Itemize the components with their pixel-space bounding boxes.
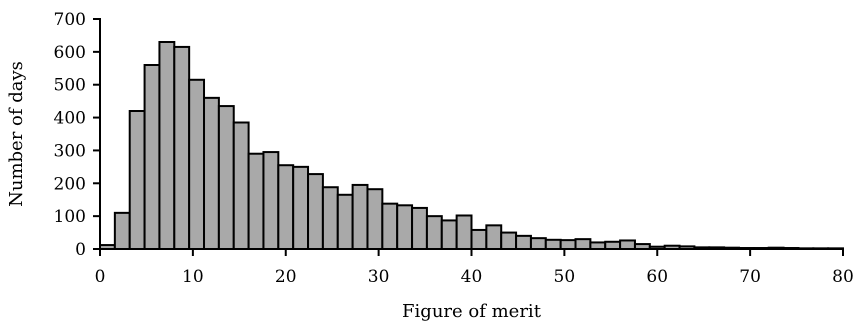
histogram-bar — [336, 193, 354, 251]
histogram-bar — [321, 186, 339, 251]
y-tick-label: 0 — [75, 240, 86, 260]
histogram-bar — [143, 64, 161, 250]
histogram-bar — [173, 45, 191, 250]
histogram-bar — [470, 228, 488, 250]
histogram-bar — [500, 231, 518, 250]
y-tick-label: 500 — [54, 76, 86, 96]
x-tick-label: 30 — [368, 267, 390, 287]
x-tick-label: 0 — [95, 267, 106, 287]
histogram-bar — [232, 121, 250, 250]
y-ticks-group: 0 100 200 300 400 500 600 700 — [54, 10, 100, 260]
histogram-bar — [381, 202, 399, 251]
y-tick-label: 200 — [54, 174, 86, 194]
histogram-bar — [574, 238, 592, 250]
y-tick-label: 400 — [54, 109, 86, 129]
histogram-bar — [366, 188, 384, 250]
x-tick-label: 60 — [646, 267, 668, 287]
histogram-bar — [188, 78, 206, 250]
x-tick-label: 40 — [461, 267, 483, 287]
histogram-bar — [529, 237, 547, 251]
x-tick-label: 70 — [739, 267, 761, 287]
histogram-bar — [217, 105, 235, 250]
histogram-bar — [604, 240, 622, 250]
y-tick-label: 600 — [54, 43, 86, 63]
histogram-bar — [128, 110, 146, 250]
histogram-bar — [158, 41, 176, 250]
x-axis-label: Figure of merit — [402, 301, 542, 322]
histogram-bar — [544, 238, 562, 251]
histogram-bar — [351, 183, 369, 250]
histogram-bar — [411, 206, 428, 251]
histogram-bar — [277, 164, 295, 250]
histogram-bar — [559, 239, 577, 250]
y-tick-label: 100 — [54, 207, 86, 227]
histogram-bar — [425, 215, 443, 250]
histogram-bar — [307, 173, 324, 250]
histogram-bar — [203, 96, 220, 250]
histogram-bar — [247, 152, 265, 250]
histogram-bar — [440, 219, 458, 251]
histogram-bar — [113, 211, 131, 251]
x-ticks-group: 0 10 20 30 40 50 60 70 80 — [95, 249, 854, 287]
x-tick-label: 80 — [832, 267, 854, 287]
x-tick-label: 20 — [275, 267, 297, 287]
y-tick-label: 700 — [54, 10, 86, 30]
bars-group — [99, 41, 845, 251]
x-tick-label: 50 — [554, 267, 576, 287]
histogram-bar — [515, 234, 532, 251]
x-tick-label: 10 — [182, 267, 204, 287]
histogram-bar — [292, 165, 310, 251]
y-tick-label: 300 — [54, 141, 86, 161]
y-axis-label: Number of days — [6, 61, 27, 207]
histogram-bar — [485, 224, 503, 250]
histogram-bar — [396, 204, 414, 251]
histogram-bar — [262, 151, 280, 250]
histogram-bar — [455, 214, 473, 251]
histogram-bar — [619, 239, 636, 250]
